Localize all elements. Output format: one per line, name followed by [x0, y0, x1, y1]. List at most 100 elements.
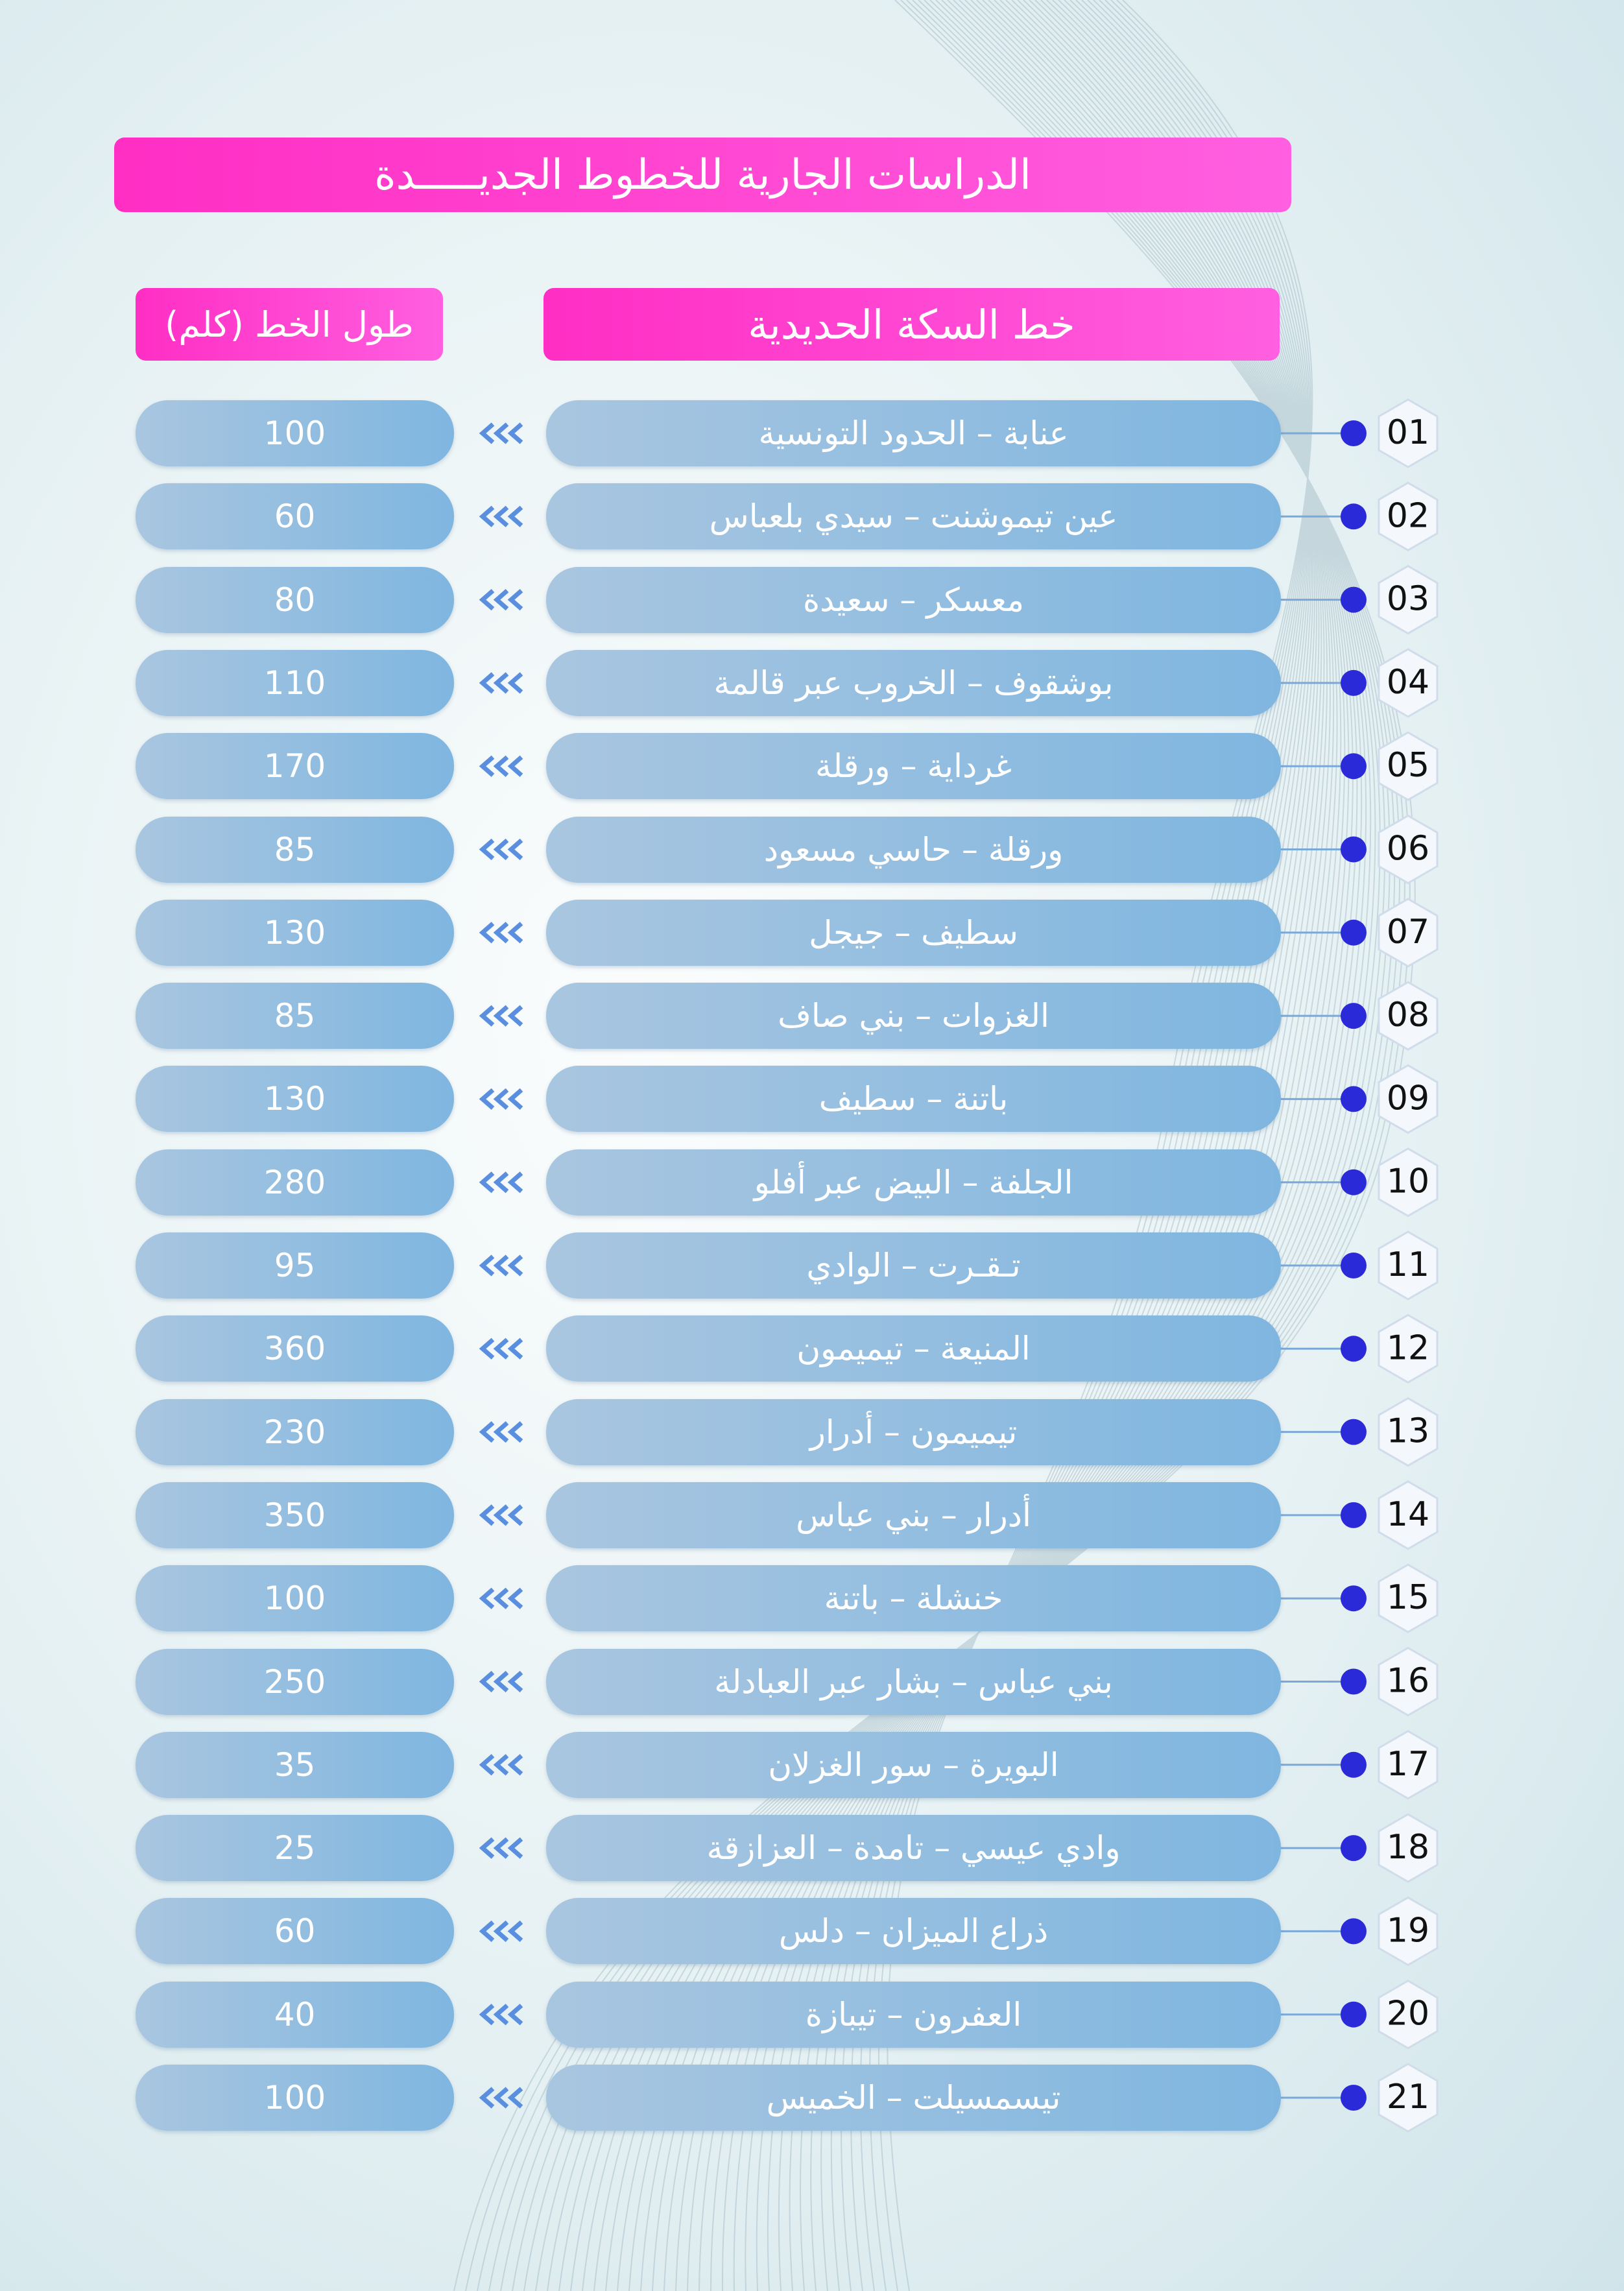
line-name: سطيف – جيجل	[546, 899, 1281, 966]
hexagon	[1378, 814, 1439, 885]
line-length: 170	[136, 733, 454, 800]
arrow	[493, 1587, 509, 1609]
line-length: 95	[136, 1232, 454, 1299]
line-name: المنيعة – تيميمون	[546, 1315, 1281, 1382]
hexagon	[1378, 1064, 1439, 1134]
line-length: 85	[136, 983, 454, 1050]
row-number: 05	[1387, 746, 1429, 785]
arrow	[507, 1088, 523, 1110]
arrow	[479, 1920, 495, 1943]
line-length: 80	[136, 566, 454, 633]
arrow	[507, 838, 523, 861]
line-name: خنشلة – باتنة	[546, 1565, 1281, 1632]
arrow	[493, 672, 509, 694]
line-length: 350	[136, 1481, 454, 1548]
arrow	[479, 2087, 495, 2109]
line-length: 130	[136, 1066, 454, 1133]
arrow	[479, 2004, 495, 2026]
arrow	[479, 1837, 495, 1859]
arrow	[479, 1005, 495, 1027]
row-number: 03	[1387, 580, 1429, 619]
arrow	[479, 505, 495, 527]
row-number: 21	[1387, 2078, 1429, 2117]
hexagon	[1378, 2063, 1439, 2133]
dot	[1341, 1003, 1367, 1029]
line-name: العفرون – تيبازة	[546, 1981, 1281, 2048]
arrow	[507, 1837, 523, 1859]
arrow	[493, 505, 509, 527]
arrow	[507, 1754, 523, 1776]
arrow	[507, 1587, 523, 1609]
arrow	[479, 922, 495, 944]
arrow	[479, 588, 495, 611]
arrow	[493, 1504, 509, 1526]
arrow	[479, 1254, 495, 1277]
line-name: أدرار – بني عباس	[546, 1481, 1281, 1548]
line-length: 230	[136, 1398, 454, 1465]
line-name: الغزوات – بني صاف	[546, 983, 1281, 1050]
hexagon	[1378, 1480, 1439, 1550]
row-number: 07	[1387, 913, 1429, 952]
row-number: 10	[1387, 1162, 1429, 1201]
line-name: باتنة – سطيف	[546, 1066, 1281, 1133]
arrow	[493, 1837, 509, 1859]
line-length: 100	[136, 2065, 454, 2131]
dot	[1341, 1835, 1367, 1862]
row-number: 13	[1387, 1412, 1429, 1451]
line-length: 100	[136, 1565, 454, 1632]
dot	[1341, 2085, 1367, 2111]
row-number: 01	[1387, 413, 1429, 452]
dot	[1341, 1751, 1367, 1778]
hexagon	[1378, 731, 1439, 801]
arrow	[493, 1754, 509, 1776]
arrow	[507, 1504, 523, 1526]
hexagon	[1378, 1147, 1439, 1217]
line-name: بني عباس – بشار عبر العبادلة	[546, 1648, 1281, 1715]
line-name: تيميمون – أدرار	[546, 1398, 1281, 1465]
arrow	[507, 422, 523, 444]
arrow	[493, 2087, 509, 2109]
line-length: 25	[136, 1815, 454, 1882]
hexagon	[1378, 1646, 1439, 1717]
arrow	[493, 1670, 509, 1693]
hexagon	[1378, 564, 1439, 635]
arrow	[507, 1920, 523, 1943]
dot	[1341, 669, 1367, 696]
dot	[1341, 753, 1367, 780]
dot	[1341, 1419, 1367, 1445]
arrow	[493, 1421, 509, 1443]
arrow	[493, 2004, 509, 2026]
arrow	[479, 838, 495, 861]
arrow	[507, 1171, 523, 1193]
arrow	[493, 838, 509, 861]
row-number: 11	[1387, 1245, 1429, 1284]
arrow	[493, 588, 509, 611]
arrow	[479, 672, 495, 694]
arrow	[479, 755, 495, 777]
column-header: خط السكة الحديدية	[543, 288, 1280, 361]
arrow	[479, 1670, 495, 1693]
row-number: 06	[1387, 830, 1429, 869]
line-name: ورقلة – حاسي مسعود	[546, 816, 1281, 883]
line-name: وادي عيسي – تامدة – العزازقة	[546, 1815, 1281, 1882]
arrow	[479, 1171, 495, 1193]
line-length: 35	[136, 1731, 454, 1798]
arrow	[507, 1005, 523, 1027]
arrow	[507, 1254, 523, 1277]
dot	[1341, 1918, 1367, 1945]
column-header: طول الخط (كلم)	[136, 288, 443, 361]
arrow	[507, 1670, 523, 1693]
dot	[1341, 586, 1367, 613]
hexagon	[1378, 1563, 1439, 1633]
arrow	[479, 1754, 495, 1776]
line-name: ذراع الميزان – دلس	[546, 1898, 1281, 1965]
dot	[1341, 836, 1367, 863]
line-name: عين تيموشنت – سيدي بلعباس	[546, 483, 1281, 550]
line-length: 60	[136, 1898, 454, 1965]
arrow	[507, 755, 523, 777]
arrow	[493, 922, 509, 944]
line-name: تـقـرت – الوادي	[546, 1232, 1281, 1299]
row-number: 16	[1387, 1662, 1429, 1701]
arrow	[507, 505, 523, 527]
